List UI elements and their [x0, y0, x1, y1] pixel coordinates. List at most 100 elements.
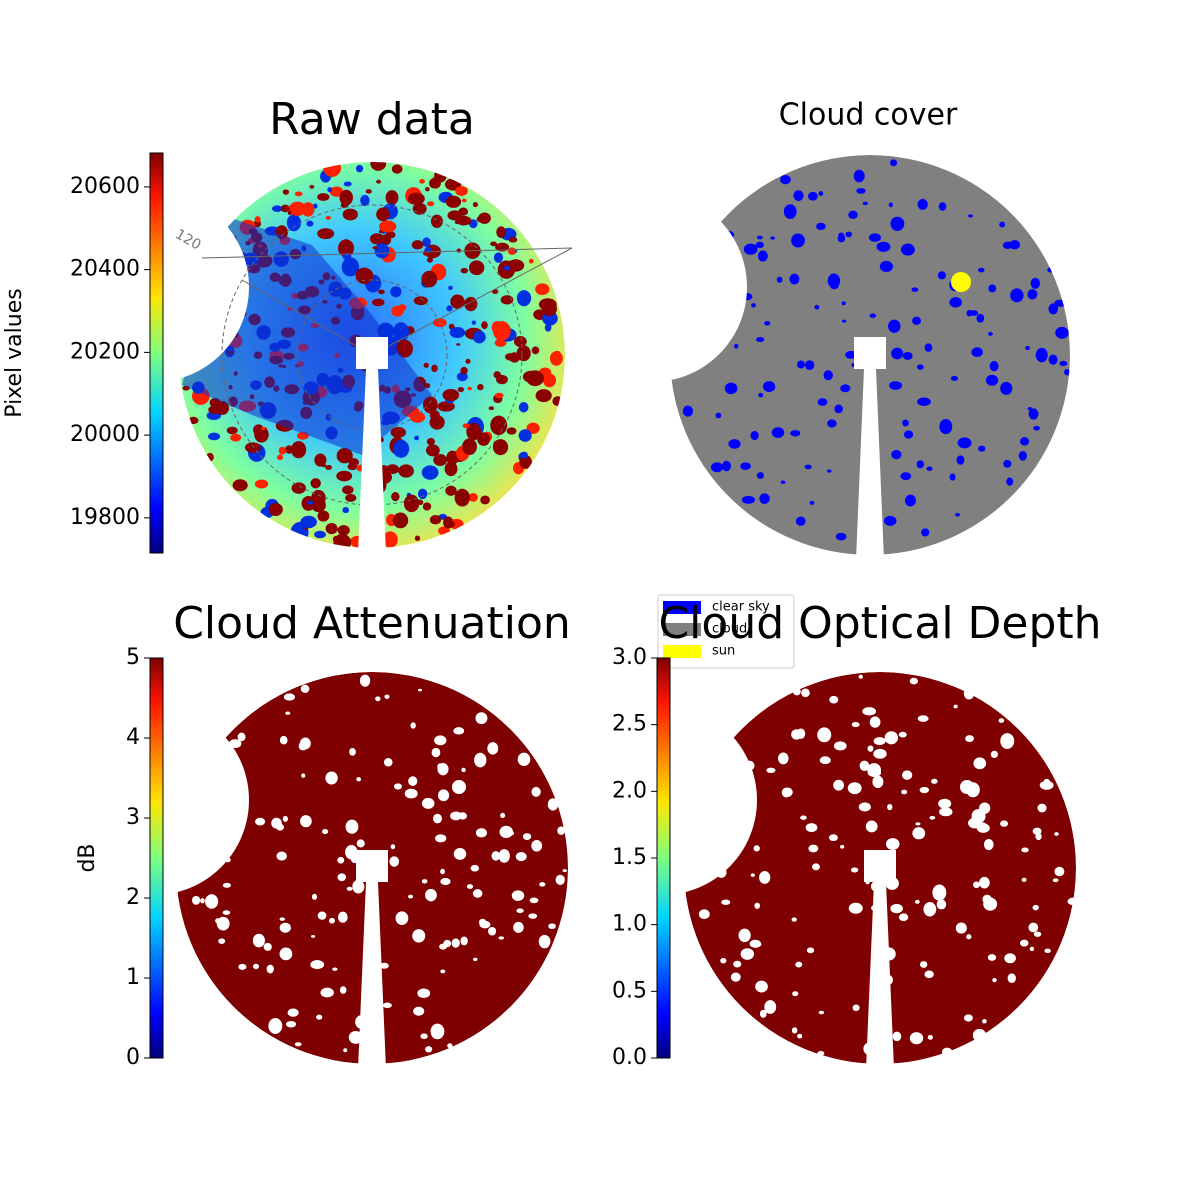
sky-patch: [473, 957, 478, 962]
sky-patch: [471, 320, 477, 325]
sky-patch: [447, 1043, 453, 1049]
sky-patch: [1033, 931, 1042, 937]
sky-patch: [876, 241, 891, 252]
sky-patch: [498, 936, 505, 940]
sky-patch: [740, 948, 755, 960]
sky-patch: [937, 271, 946, 280]
panel-title: Cloud cover: [779, 98, 958, 133]
sky-patch: [927, 1034, 933, 1040]
sky-patch: [1027, 289, 1038, 300]
sky-patch: [516, 290, 532, 307]
sky-patch: [519, 455, 532, 469]
sky-patch: [791, 1027, 798, 1034]
sky-patch: [998, 718, 1005, 723]
sky-patch: [352, 879, 365, 894]
sky-patch: [506, 259, 525, 272]
sky-patch: [528, 913, 538, 919]
sky-patch: [460, 366, 468, 375]
sky-patch: [342, 507, 350, 514]
sky-patch: [756, 235, 763, 240]
sky-patch: [420, 1033, 428, 1040]
sky-patch: [500, 812, 506, 819]
sky-patch: [538, 934, 551, 949]
sky-patch: [360, 194, 370, 206]
sky-patch: [783, 204, 797, 219]
sky-patch: [966, 934, 972, 940]
sky-patch: [300, 684, 310, 693]
sky-patch: [379, 220, 397, 233]
sky-patch: [493, 252, 504, 263]
sky-patch: [891, 449, 902, 460]
sky-patch: [333, 533, 352, 552]
sky-patch: [731, 764, 738, 770]
sky-patch: [215, 405, 223, 414]
sky-patch: [873, 748, 887, 759]
sky-patch: [252, 933, 265, 948]
sky-patch: [790, 429, 801, 437]
sky-patch: [494, 338, 507, 347]
sky-patch: [1000, 733, 1015, 750]
sky-patch: [456, 372, 468, 382]
sky-patch: [706, 293, 716, 302]
sky-patch: [851, 721, 860, 728]
sky-patch: [949, 297, 962, 308]
sky-patch: [518, 401, 529, 413]
sky-patch: [342, 485, 354, 495]
sky-patch: [889, 381, 903, 390]
sky-patch: [901, 789, 908, 795]
sky-patch: [230, 433, 242, 442]
sky-patch: [795, 961, 803, 968]
colorbar-tick-label: 1.0: [612, 912, 647, 937]
sky-patch: [325, 215, 331, 220]
sky-patch: [506, 427, 517, 435]
sky-patch: [491, 851, 500, 861]
sky-patch: [555, 874, 565, 886]
sky-patch: [467, 386, 472, 391]
sky-patch: [965, 735, 974, 743]
sky-patch: [320, 987, 334, 998]
sky-patch: [337, 525, 350, 536]
sky-patch: [938, 798, 952, 809]
sky-patch: [987, 954, 997, 961]
sun-hole: [452, 780, 466, 794]
sky-patch: [337, 873, 347, 882]
sky-patch: [310, 478, 321, 489]
sky-patch: [909, 677, 919, 685]
sky-patch: [808, 191, 818, 201]
sky-patch: [515, 851, 527, 862]
obstruction-arm: [866, 882, 894, 1069]
sky-patch: [426, 257, 433, 263]
sky-patch: [392, 512, 409, 529]
sky-patch: [408, 776, 418, 786]
sky-patch: [845, 231, 853, 238]
sky-patch: [311, 498, 326, 513]
sky-patch: [202, 843, 213, 853]
sky-patch: [342, 208, 358, 221]
legend-swatch: [663, 623, 701, 636]
sky-patch: [911, 287, 919, 292]
sky-patch: [422, 502, 432, 511]
sky-patch: [750, 873, 755, 877]
sky-patch: [456, 215, 472, 226]
sky-patch: [314, 453, 327, 467]
sky-patch: [412, 929, 426, 943]
sky-patch: [391, 305, 404, 317]
sky-patch: [1064, 368, 1071, 376]
sky-patch: [891, 347, 904, 360]
sky-patch: [938, 202, 947, 211]
sky-patch: [386, 464, 400, 475]
sky-patch: [282, 815, 288, 822]
sky-patch: [439, 943, 447, 950]
sky-patch: [433, 813, 442, 824]
sky-patch: [939, 418, 953, 435]
sky-patch: [391, 164, 403, 174]
sky-patch: [179, 333, 192, 344]
sky-patch: [285, 711, 291, 715]
sky-patch: [411, 240, 424, 250]
sky-patch: [858, 674, 863, 679]
sky-patch: [409, 411, 426, 423]
sky-patch: [413, 1006, 425, 1016]
sky-patch: [417, 988, 431, 998]
polar-spoke: [201, 247, 573, 259]
sky-patch: [728, 439, 741, 449]
